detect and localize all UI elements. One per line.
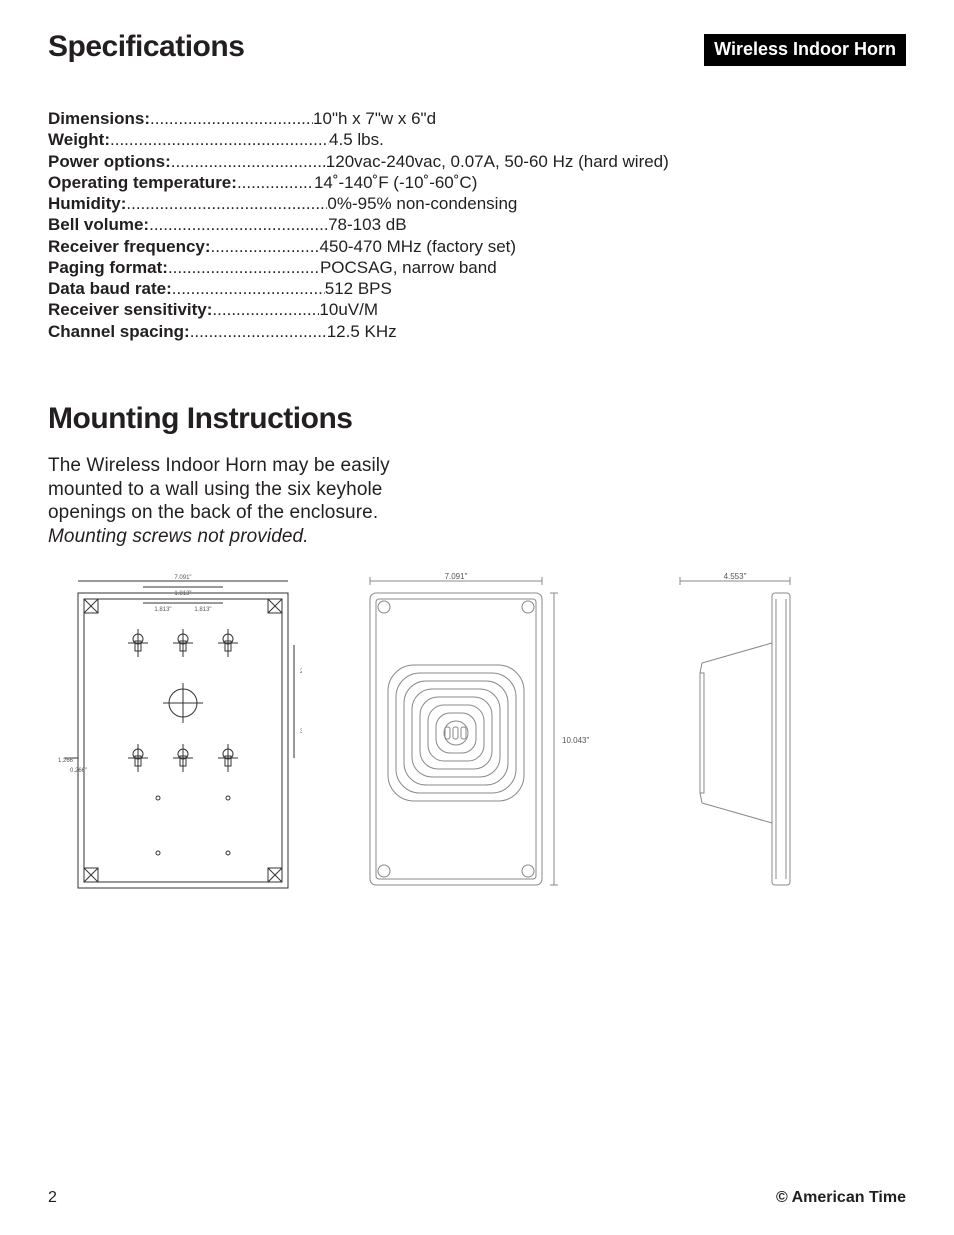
- spec-label: Paging format:: [48, 257, 168, 278]
- spec-label: Receiver sensitivity:: [48, 299, 212, 320]
- svg-text:10.043": 10.043": [562, 736, 589, 745]
- spec-row: Paging format: .........................…: [48, 257, 906, 278]
- spec-value: 78-103 dB: [328, 214, 406, 235]
- diagram-front-view: 7.091" 10.043": [362, 573, 602, 895]
- mounting-note: Mounting screws not provided.: [48, 526, 309, 547]
- spec-leader-dots: ........................................…: [172, 278, 325, 299]
- spec-value: 4.5 lbs.: [329, 129, 384, 150]
- spec-row: Receiver frequency: ....................…: [48, 236, 906, 257]
- spec-label: Receiver frequency:: [48, 236, 211, 257]
- spec-row: Bell volume:............................…: [48, 214, 906, 235]
- spec-label: Dimensions:: [48, 108, 150, 129]
- svg-text:2.500": 2.500": [300, 669, 302, 675]
- svg-text:1.266": 1.266": [58, 758, 75, 764]
- spec-label: Weight:: [48, 129, 110, 150]
- spec-value: 10uV/M: [319, 299, 378, 320]
- spec-leader-dots: ........................................…: [168, 257, 320, 278]
- spec-leader-dots: ........................................…: [190, 321, 327, 342]
- svg-text:1.813": 1.813": [194, 607, 211, 613]
- svg-text:1.813": 1.813": [174, 591, 191, 597]
- spec-row: Dimensions: ............................…: [48, 108, 906, 129]
- spec-leader-dots: ........................................…: [110, 129, 329, 150]
- spec-leader-dots: ........................................…: [211, 236, 320, 257]
- spec-row: Channel spacing:........................…: [48, 321, 906, 342]
- spec-label: Bell volume:: [48, 214, 149, 235]
- mounting-text-line: openings on the back of the enclosure.: [48, 502, 378, 523]
- spec-label: Humidity:: [48, 193, 126, 214]
- svg-text:7.091": 7.091": [445, 573, 468, 581]
- spec-value: 10"h x 7"w x 6"d: [313, 108, 436, 129]
- spec-value: 0%-95% non-condensing: [327, 193, 517, 214]
- svg-text:0.266": 0.266": [70, 768, 87, 774]
- specifications-heading: Specifications: [48, 30, 244, 64]
- spec-leader-dots: ........................................…: [171, 151, 326, 172]
- diagrams-row: 7.091" 1.813" 1.813" 1.813" 2.500" 3.000…: [48, 573, 906, 895]
- spec-row: Data baud rate:.........................…: [48, 278, 906, 299]
- mounting-text-line: The Wireless Indoor Horn may be easily: [48, 455, 390, 476]
- mounting-heading: Mounting Instructions: [48, 402, 906, 436]
- spec-label: Data baud rate:: [48, 278, 172, 299]
- spec-row: Weight:.................................…: [48, 129, 906, 150]
- spec-leader-dots: ........................................…: [126, 193, 327, 214]
- spec-label: Power options:: [48, 151, 171, 172]
- spec-leader-dots: ........................................…: [150, 108, 313, 129]
- spec-value: 450-470 MHz (factory set): [320, 236, 517, 257]
- spec-row: Receiver sensitivity: ..................…: [48, 299, 906, 320]
- spec-row: Operating temperature: .................…: [48, 172, 906, 193]
- spec-value: POCSAG, narrow band: [320, 257, 497, 278]
- page-footer: 2 © American Time: [48, 1189, 906, 1207]
- spec-row: Humidity: ..............................…: [48, 193, 906, 214]
- mounting-text-line: mounted to a wall using the six keyhole: [48, 479, 382, 500]
- spec-value: 12.5 KHz: [327, 321, 397, 342]
- spec-value: 14˚-140˚F (-10˚-60˚C): [314, 172, 477, 193]
- mounting-paragraph: The Wireless Indoor Horn may be easily m…: [48, 454, 408, 549]
- diagram-side-view: 4.553": [662, 573, 802, 895]
- spec-value: 512 BPS: [325, 278, 392, 299]
- spec-leader-dots: ........................................…: [212, 299, 319, 320]
- spec-leader-dots: ........................................…: [149, 214, 328, 235]
- header-row: Specifications Wireless Indoor Horn: [48, 30, 906, 66]
- spec-label: Channel spacing:: [48, 321, 190, 342]
- page-number: 2: [48, 1189, 57, 1207]
- svg-text:1.813": 1.813": [154, 607, 171, 613]
- svg-text:4.553": 4.553": [724, 573, 747, 581]
- svg-text:3.000": 3.000": [300, 729, 302, 735]
- product-badge: Wireless Indoor Horn: [704, 34, 906, 66]
- spec-leader-dots: ........................................…: [237, 172, 314, 193]
- svg-text:7.091": 7.091": [174, 575, 191, 581]
- spec-row: Power options:..........................…: [48, 151, 906, 172]
- diagram-back-view: 7.091" 1.813" 1.813" 1.813" 2.500" 3.000…: [48, 573, 302, 895]
- copyright: © American Time: [776, 1189, 906, 1207]
- spec-label: Operating temperature:: [48, 172, 237, 193]
- specifications-list: Dimensions: ............................…: [48, 108, 906, 342]
- spec-value: 120vac-240vac, 0.07A, 50-60 Hz (hard wir…: [326, 151, 669, 172]
